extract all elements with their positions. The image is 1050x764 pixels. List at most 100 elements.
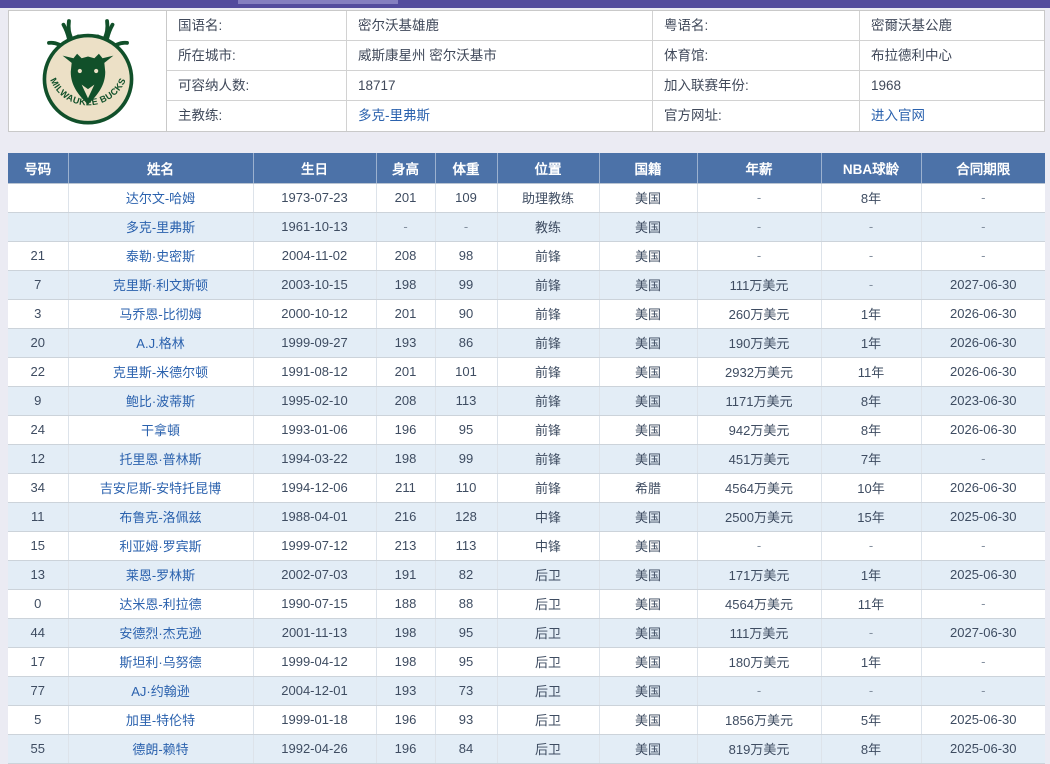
cell-birthday: 1991-08-12 bbox=[253, 357, 377, 387]
player-name-link[interactable]: 达尔文-哈姆 bbox=[125, 191, 196, 206]
cell-birthday: 1990-07-15 bbox=[253, 589, 377, 619]
player-name-link[interactable]: 多克-里弗斯 bbox=[125, 220, 196, 235]
cell-nationality: 美国 bbox=[599, 531, 698, 561]
cell-weight: 99 bbox=[435, 444, 498, 474]
player-name-link[interactable]: 布鲁克-洛佩兹 bbox=[119, 510, 202, 525]
cell-name: 多克-里弗斯 bbox=[68, 212, 254, 242]
cell-position: 前锋 bbox=[497, 473, 600, 503]
player-name-link[interactable]: AJ·约翰逊 bbox=[131, 684, 190, 699]
cell-nba_years: 1年 bbox=[821, 328, 922, 358]
cell-contract: 2025-06-30 bbox=[921, 734, 1045, 764]
cell-nba_years: 8年 bbox=[821, 386, 922, 416]
head-coach-link[interactable]: 多克-里弗斯 bbox=[358, 108, 430, 123]
cell-name: 马乔恩-比彻姆 bbox=[68, 299, 254, 329]
cell-position: 后卫 bbox=[497, 618, 600, 648]
player-name-link[interactable]: A.J.格林 bbox=[136, 336, 185, 351]
cell-contract: 2026-06-30 bbox=[921, 328, 1045, 358]
cell-salary: 111万美元 bbox=[697, 618, 822, 648]
cell-number: 9 bbox=[8, 386, 69, 416]
player-name-link[interactable]: 克里斯·利文斯顿 bbox=[112, 278, 209, 293]
column-header-height: 身高 bbox=[376, 153, 436, 184]
player-name-link[interactable]: 达米恩-利拉德 bbox=[119, 597, 202, 612]
cell-weight: 95 bbox=[435, 415, 498, 445]
cell-name: 安德烈·杰克逊 bbox=[68, 618, 254, 648]
column-header-birthday: 生日 bbox=[253, 153, 377, 184]
cell-birthday: 1992-04-26 bbox=[253, 734, 377, 764]
cell-nba_years: - bbox=[821, 241, 922, 271]
cell-nba_years: 11年 bbox=[821, 589, 922, 619]
player-name-link[interactable]: 克里斯-米德尔顿 bbox=[112, 365, 209, 380]
cell-name: 加里-特伦特 bbox=[68, 705, 254, 735]
cell-height: 213 bbox=[376, 531, 436, 561]
cell-nba_years: 1年 bbox=[821, 560, 922, 590]
player-name-link[interactable]: 泰勒·史密斯 bbox=[125, 249, 196, 264]
player-name-link[interactable]: 斯坦利·乌努德 bbox=[119, 655, 202, 670]
cell-number: 15 bbox=[8, 531, 69, 561]
cell-weight: 73 bbox=[435, 676, 498, 706]
cell-nba_years: - bbox=[821, 676, 922, 706]
cell-birthday: 2000-10-12 bbox=[253, 299, 377, 329]
cell-number: 22 bbox=[8, 357, 69, 387]
cell-nba_years: 1年 bbox=[821, 647, 922, 677]
cell-salary: 2932万美元 bbox=[697, 357, 822, 387]
cell-height: 198 bbox=[376, 647, 436, 677]
label-arena: 体育馆: bbox=[653, 41, 860, 70]
cell-birthday: 2001-11-13 bbox=[253, 618, 377, 648]
cell-height: 211 bbox=[376, 473, 436, 503]
cell-weight: 82 bbox=[435, 560, 498, 590]
table-row: 44 安德烈·杰克逊 2001-11-13 198 95 后卫 美国 111万美元 -2027-… bbox=[8, 618, 1045, 648]
cell-contract: - bbox=[921, 241, 1045, 271]
cell-nationality: 美国 bbox=[599, 183, 698, 213]
cell-weight: 88 bbox=[435, 589, 498, 619]
team-info-card: MILWAUKEE BUCKS 国语名: 密尔沃基雄鹿 粤语名: 密爾沃基公鹿 … bbox=[8, 10, 1045, 132]
cell-name: 斯坦利·乌努德 bbox=[68, 647, 254, 677]
player-name-link[interactable]: 安德烈·杰克逊 bbox=[119, 626, 202, 641]
cell-salary: 190万美元 bbox=[697, 328, 822, 358]
cell-name: 吉安尼斯-安特托昆博 bbox=[68, 473, 254, 503]
table-row: 24 干拿頓 1993-01-06 196 95 前锋 美国 942万美元 8年 2026-06-… bbox=[8, 415, 1045, 445]
cell-contract: 2026-06-30 bbox=[921, 473, 1045, 503]
player-name-link[interactable]: 鲍比·波蒂斯 bbox=[125, 394, 196, 409]
cell-name: AJ·约翰逊 bbox=[68, 676, 254, 706]
cell-number: 3 bbox=[8, 299, 69, 329]
player-name-link[interactable]: 托里恩·普林斯 bbox=[119, 452, 202, 467]
cell-nationality: 美国 bbox=[599, 357, 698, 387]
cell-name: A.J.格林 bbox=[68, 328, 254, 358]
value-arena: 布拉德利中心 bbox=[871, 48, 952, 63]
table-row: 77 AJ·约翰逊 2004-12-01 193 73 后卫 美国 - - - bbox=[8, 676, 1045, 706]
cell-birthday: 2004-12-01 bbox=[253, 676, 377, 706]
label-capacity: 可容纳人数: bbox=[167, 71, 347, 100]
player-name-link[interactable]: 德朗-赖特 bbox=[132, 742, 189, 757]
player-name-link[interactable]: 加里-特伦特 bbox=[125, 713, 196, 728]
cell-number: 20 bbox=[8, 328, 69, 358]
cell-nationality: 美国 bbox=[599, 618, 698, 648]
cell-position: 后卫 bbox=[497, 734, 600, 764]
player-name-link[interactable]: 利亚姆·罗宾斯 bbox=[119, 539, 202, 554]
player-name-link[interactable]: 吉安尼斯-安特托昆博 bbox=[99, 481, 222, 496]
cell-nba_years: 11年 bbox=[821, 357, 922, 387]
player-name-link[interactable]: 干拿頓 bbox=[140, 423, 180, 438]
top-accent-bar bbox=[0, 0, 1050, 8]
cell-salary: 1856万美元 bbox=[697, 705, 822, 735]
table-row: 9 鲍比·波蒂斯 1995-02-10 208 113 前锋 美国 1171万美元 8年 2023… bbox=[8, 386, 1045, 416]
cell-position: 后卫 bbox=[497, 647, 600, 677]
table-row: 22 克里斯-米德尔顿 1991-08-12 201 101 前锋 美国 2932万美元 11年… bbox=[8, 357, 1045, 387]
table-row: 20 A.J.格林 1999-09-27 193 86 前锋 美国 190万美元 1年 2026-… bbox=[8, 328, 1045, 358]
cell-height: 196 bbox=[376, 415, 436, 445]
cell-salary: 4564万美元 bbox=[697, 473, 822, 503]
column-header-nationality: 国籍 bbox=[599, 153, 698, 184]
team-logo-cell: MILWAUKEE BUCKS bbox=[9, 11, 167, 131]
cell-position: 前锋 bbox=[497, 386, 600, 416]
cell-height: 196 bbox=[376, 734, 436, 764]
cell-number: 11 bbox=[8, 502, 69, 532]
player-name-link[interactable]: 莱恩-罗林斯 bbox=[125, 568, 196, 583]
cell-weight: 93 bbox=[435, 705, 498, 735]
topbar-highlight bbox=[238, 0, 398, 4]
cell-height: 188 bbox=[376, 589, 436, 619]
cell-weight: 99 bbox=[435, 270, 498, 300]
cell-number: 0 bbox=[8, 589, 69, 619]
official-site-link[interactable]: 进入官网 bbox=[871, 108, 925, 123]
cell-contract: - bbox=[921, 444, 1045, 474]
player-name-link[interactable]: 马乔恩-比彻姆 bbox=[119, 307, 202, 322]
table-row: 0 达米恩-利拉德 1990-07-15 188 88 后卫 美国 4564万美元 11年 - bbox=[8, 589, 1045, 619]
